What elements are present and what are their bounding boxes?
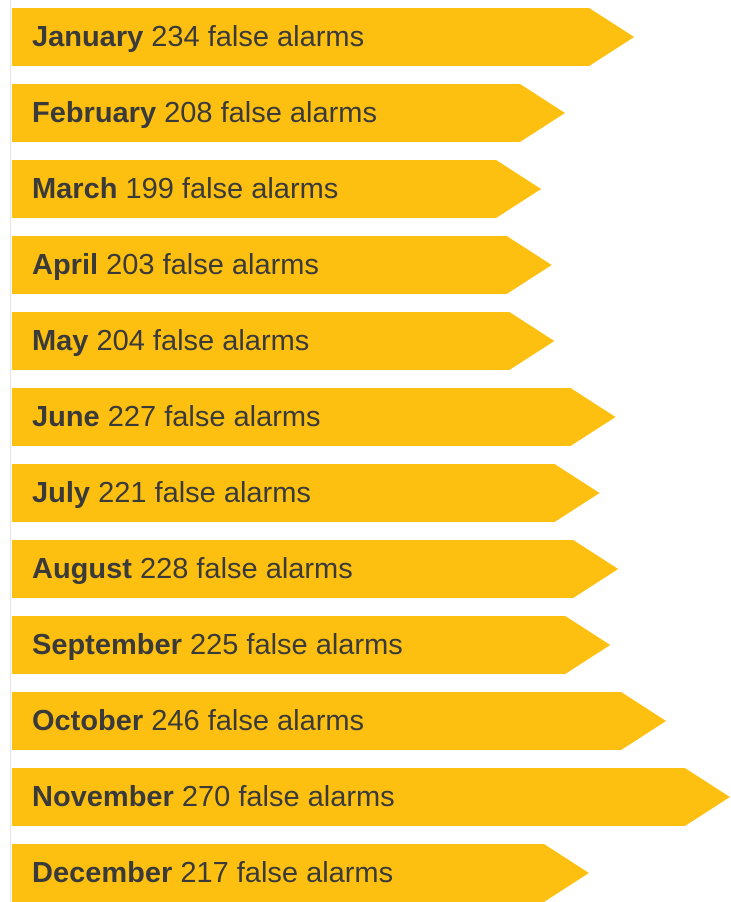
value-label: 246 false alarms xyxy=(151,705,364,737)
bar-label: February 208 false alarms xyxy=(32,97,377,129)
bar-label: August 228 false alarms xyxy=(32,553,353,585)
bar-label: November 270 false alarms xyxy=(32,781,395,813)
bar-label: July 221 false alarms xyxy=(32,477,311,509)
value-label: 227 false alarms xyxy=(108,401,321,433)
arrow-bar xyxy=(12,84,566,142)
category-label: September xyxy=(32,629,182,661)
arrow-bar xyxy=(12,236,552,294)
bar-label: April 203 false alarms xyxy=(32,249,319,281)
arrow-bar xyxy=(12,388,616,446)
value-label: 208 false alarms xyxy=(164,97,377,129)
arrow-bar xyxy=(12,464,600,522)
category-label: May xyxy=(32,325,88,357)
arrow-bar xyxy=(12,312,555,370)
category-label: January xyxy=(32,21,143,53)
arrow-bar xyxy=(12,768,730,826)
value-label: 270 false alarms xyxy=(182,781,395,813)
arrow-bar xyxy=(12,616,611,674)
value-label: 234 false alarms xyxy=(151,21,364,53)
value-label: 203 false alarms xyxy=(106,249,319,281)
arrow-bar xyxy=(12,540,619,598)
value-label: 217 false alarms xyxy=(180,857,393,889)
category-label: April xyxy=(32,249,98,281)
category-label: March xyxy=(32,173,117,205)
arrow-bar xyxy=(12,692,667,750)
arrow-bar xyxy=(12,8,635,66)
value-label: 204 false alarms xyxy=(96,325,309,357)
category-label: December xyxy=(32,857,172,889)
bar-label: March 199 false alarms xyxy=(32,173,338,205)
value-label: 199 false alarms xyxy=(125,173,338,205)
category-label: October xyxy=(32,705,143,737)
category-label: June xyxy=(32,401,100,433)
bar-label: December 217 false alarms xyxy=(32,857,393,889)
category-label: February xyxy=(32,97,156,129)
category-label: August xyxy=(32,553,132,585)
bar-label: May 204 false alarms xyxy=(32,325,309,357)
bar-label: June 227 false alarms xyxy=(32,401,321,433)
value-label: 221 false alarms xyxy=(98,477,311,509)
arrow-bar xyxy=(12,160,542,218)
bar-label: January 234 false alarms xyxy=(32,21,364,53)
value-label: 228 false alarms xyxy=(140,553,353,585)
category-label: July xyxy=(32,477,90,509)
value-label: 225 false alarms xyxy=(190,629,403,661)
bar-label: October 246 false alarms xyxy=(32,705,364,737)
bar-label: September 225 false alarms xyxy=(32,629,403,661)
arrow-bar xyxy=(12,844,590,902)
category-label: November xyxy=(32,781,174,813)
